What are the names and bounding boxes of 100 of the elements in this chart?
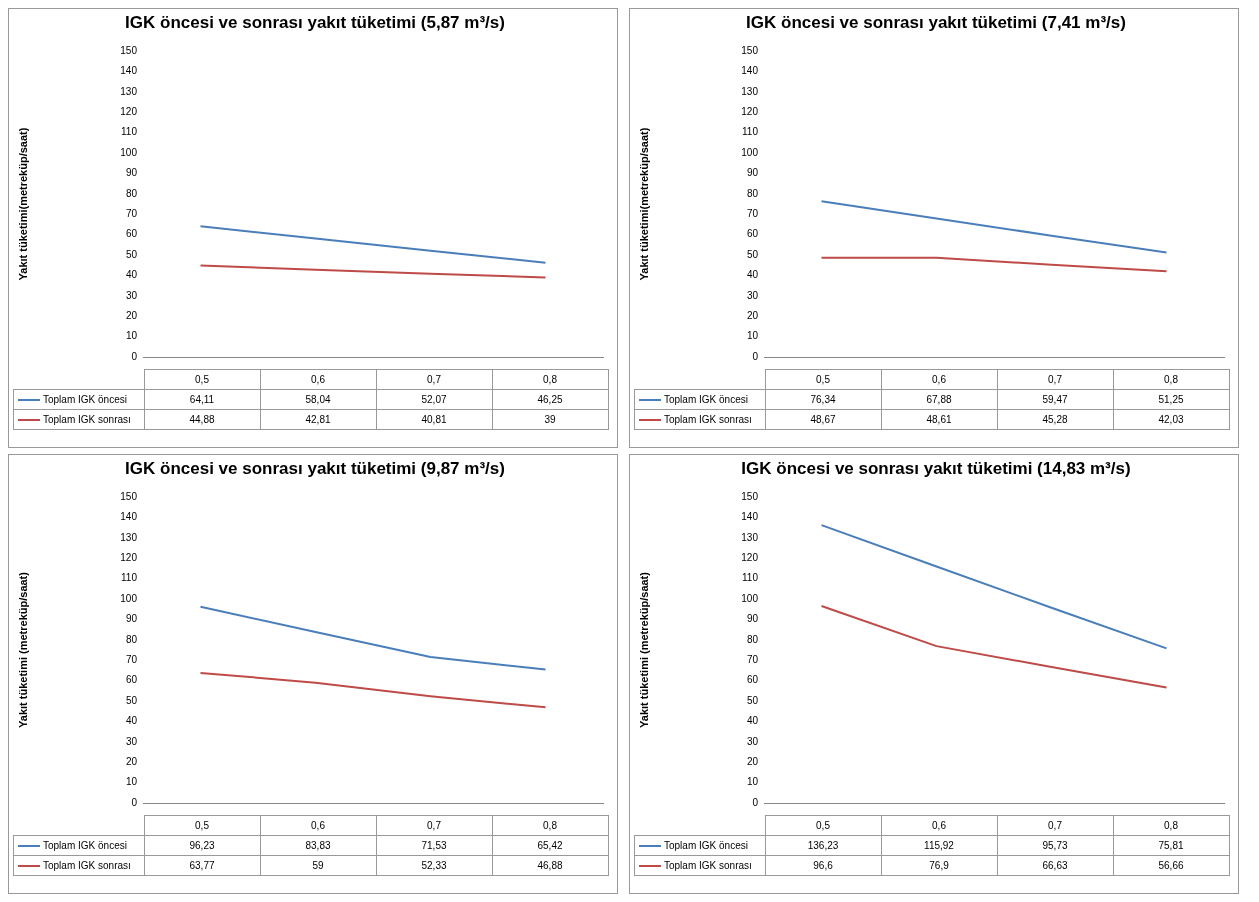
data-label: 59,47	[997, 389, 1113, 410]
x-tick-label: 0,6	[881, 369, 997, 390]
y-tick-label: 20	[746, 755, 759, 767]
data-label: 51,25	[1113, 389, 1229, 410]
y-tick-label: 30	[746, 289, 759, 301]
chart-title: IGK öncesi ve sonrası yakıt tüketimi (14,83 m³/s)	[740, 459, 1132, 480]
x-tick-label: 0,5	[144, 369, 260, 390]
y-tick-label: 110	[742, 126, 759, 138]
y-tick-label: 30	[746, 735, 759, 747]
x-tick-label: 0,7	[376, 369, 492, 390]
y-tick-label: 90	[746, 167, 759, 179]
y-tick-label: 150	[741, 490, 759, 502]
data-label: 39	[492, 409, 608, 430]
data-label: 64,11	[144, 389, 260, 410]
data-label: 45,28	[997, 409, 1113, 430]
y-tick-label: 40	[125, 715, 138, 727]
y-tick-label: 20	[125, 755, 138, 767]
data-label: 96,6	[765, 855, 881, 876]
x-tick-label: 0,6	[260, 369, 376, 390]
y-tick-label: 110	[121, 572, 138, 584]
y-axis-title: Yakıt tüketimi (metreküp/saat)	[637, 571, 650, 728]
data-label: 44,88	[144, 409, 260, 430]
chart-title: IGK öncesi ve sonrası yakıt tüketimi (5,87 m³/s)	[124, 13, 506, 34]
legend-label: Toplam IGK öncesi	[13, 835, 144, 856]
x-tick-label: 0,5	[765, 815, 881, 836]
x-tick-label: 0,8	[1113, 369, 1229, 390]
data-label: 52,33	[376, 855, 492, 876]
y-tick-label: 20	[746, 309, 759, 321]
legend-label: Toplam IGK öncesi	[634, 389, 765, 410]
y-tick-label: 50	[746, 694, 759, 706]
data-label: 66,63	[997, 855, 1113, 876]
data-label: 42,03	[1113, 409, 1229, 430]
data-label: 59	[260, 855, 376, 876]
y-tick-label: 60	[746, 228, 759, 240]
y-tick-label: 130	[741, 85, 759, 97]
y-tick-label: 50	[125, 694, 138, 706]
data-label: 96,23	[144, 835, 260, 856]
y-tick-label: 0	[752, 796, 759, 808]
y-tick-label: 100	[120, 146, 138, 158]
y-tick-label: 130	[120, 85, 138, 97]
y-axis-title: Yakıt tüketimi (metreküp/saat)	[16, 571, 29, 728]
data-label: 52,07	[376, 389, 492, 410]
data-label: 46,88	[492, 855, 608, 876]
y-tick-label: 140	[120, 65, 138, 77]
legend-label: Toplam IGK öncesi	[634, 835, 765, 856]
data-label: 83,83	[260, 835, 376, 856]
data-label: 136,23	[765, 835, 881, 856]
x-tick-label: 0,8	[492, 815, 608, 836]
legend-label: Toplam IGK öncesi	[13, 389, 144, 410]
y-tick-label: 50	[125, 248, 138, 260]
data-label: 56,66	[1113, 855, 1229, 876]
y-tick-label: 10	[746, 330, 759, 342]
y-axis-title: Yakıt tüketimi(metreküp/saat)	[16, 127, 29, 281]
y-tick-label: 10	[125, 776, 138, 788]
y-tick-label: 140	[741, 65, 759, 77]
data-label: 42,81	[260, 409, 376, 430]
y-tick-label: 20	[125, 309, 138, 321]
y-tick-label: 130	[741, 531, 759, 543]
data-label: 48,61	[881, 409, 997, 430]
y-axis-title: Yakıt tüketimi(metreküp/saat)	[637, 127, 650, 281]
x-tick-label: 0,5	[765, 369, 881, 390]
y-tick-label: 150	[120, 44, 138, 56]
y-tick-label: 120	[741, 105, 759, 117]
y-tick-label: 120	[120, 551, 138, 563]
data-label: 40,81	[376, 409, 492, 430]
x-tick-label: 0,6	[260, 815, 376, 836]
chart-title: IGK öncesi ve sonrası yakıt tüketimi (7,41 m³/s)	[745, 13, 1127, 34]
y-tick-label: 90	[125, 167, 138, 179]
y-tick-label: 30	[125, 289, 138, 301]
y-tick-label: 80	[746, 187, 759, 199]
y-tick-label: 120	[741, 551, 759, 563]
y-tick-label: 140	[120, 511, 138, 523]
y-tick-label: 40	[746, 269, 759, 281]
data-label: 58,04	[260, 389, 376, 410]
y-tick-label: 50	[746, 248, 759, 260]
y-tick-label: 0	[131, 350, 138, 362]
data-label: 71,53	[376, 835, 492, 856]
data-label: 75,81	[1113, 835, 1229, 856]
x-tick-label: 0,8	[1113, 815, 1229, 836]
data-label: 46,25	[492, 389, 608, 410]
legend-label: Toplam IGK sonrası	[13, 855, 144, 876]
data-label: 63,77	[144, 855, 260, 876]
y-tick-label: 90	[746, 613, 759, 625]
chart-title: IGK öncesi ve sonrası yakıt tüketimi (9,87 m³/s)	[124, 459, 506, 480]
data-label: 115,92	[881, 835, 997, 856]
y-tick-label: 130	[120, 531, 138, 543]
y-tick-label: 60	[125, 228, 138, 240]
y-tick-label: 100	[741, 592, 759, 604]
y-tick-label: 60	[125, 674, 138, 686]
y-tick-label: 70	[125, 207, 138, 219]
y-tick-label: 110	[121, 126, 138, 138]
x-tick-label: 0,8	[492, 369, 608, 390]
data-label: 65,42	[492, 835, 608, 856]
data-label: 67,88	[881, 389, 997, 410]
y-tick-label: 60	[746, 674, 759, 686]
y-tick-label: 40	[746, 715, 759, 727]
y-tick-label: 80	[125, 187, 138, 199]
y-tick-label: 30	[125, 735, 138, 747]
y-tick-label: 90	[125, 613, 138, 625]
y-tick-label: 150	[741, 44, 759, 56]
